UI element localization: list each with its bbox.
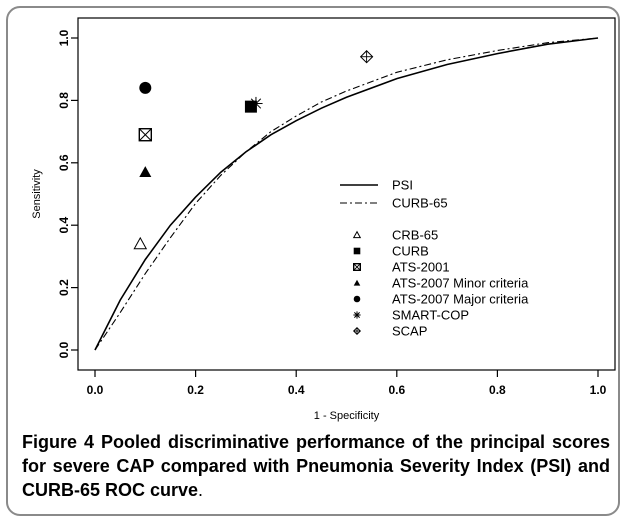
x-axis-label: 1 - Specificity [314,410,380,422]
legend-marker-curb [353,247,361,255]
x-tick-label: 0.6 [388,383,405,397]
figure-frame [6,6,620,516]
roc-curve-psi [94,37,599,351]
chart-container: 0.0 0.2 0.4 0.6 0.8 1.0 0.0 0.2 0.4 0.6 0.8 1.0 1 - … [31,17,616,422]
data-point-smart-cop [249,96,263,111]
caption-period: . [198,480,204,500]
caption-text: Pooled discriminative performance of the… [22,432,610,500]
x-tick-label: 0.0 [87,383,104,397]
legend-marker-smart-cop [353,311,361,319]
data-point-scap [359,50,374,64]
legend-label: ATS-2007 Minor criteria [392,276,529,291]
figure-caption: Figure 4 Pooled discriminative performan… [22,430,610,502]
x-tick-label: 0.2 [187,383,204,397]
legend-label: CRB-65 [392,228,438,243]
roc-chart: 0.0 0.2 0.4 0.6 0.8 1.0 0.0 0.2 0.4 0.6 0.8 1.0 1 - … [31,17,616,422]
y-axis-label: Sensitivity [31,169,43,219]
data-point-ats-2007-minor-criteria [139,166,152,177]
legend-label: SMART-COP [392,308,469,323]
legend-marker-crb-65 [352,230,362,239]
legend-label: ATS-2007 Major criteria [392,292,529,307]
plot-area-box [77,17,616,371]
data-point-ats-2007-major-criteria [139,81,152,94]
y-tick-label: 0.8 [57,92,71,109]
legend-marker-ats-2007-minor-criteria [353,279,361,286]
legend-label: ATS-2001 [392,260,450,275]
y-tick-label: 0.4 [57,217,71,234]
legend-label: CURB [392,244,429,259]
legend-label: CURB-65 [392,196,448,211]
x-tick-label: 1.0 [590,383,607,397]
legend-marker-scap [352,326,362,336]
x-tick-label: 0.4 [288,383,305,397]
legend-label: SCAP [392,324,427,339]
data-point-crb-65 [133,236,148,250]
data-point-ats-2001 [138,128,153,142]
caption-figure-number: Figure 4 [22,432,94,452]
roc-curve-curb-65 [94,37,599,351]
x-tick-label: 0.8 [489,383,506,397]
legend-marker-ats-2001 [353,263,362,272]
y-tick-label: 0.0 [57,341,71,358]
y-tick-label: 0.2 [57,279,71,296]
y-tick-label: 1.0 [57,29,71,46]
legend-marker-ats-2007-major-criteria [353,295,361,303]
legend-label: PSI [392,178,413,193]
y-tick-label: 0.6 [57,154,71,171]
